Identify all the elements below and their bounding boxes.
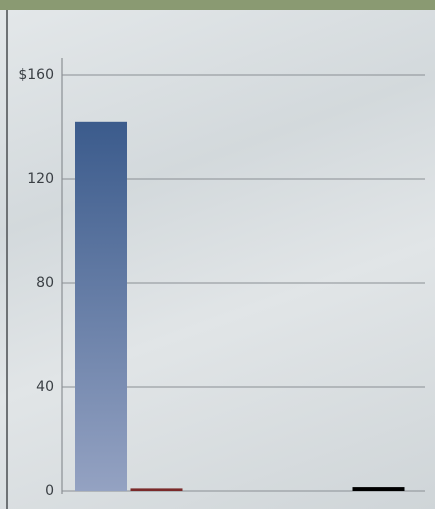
y-tick-label: 40: [36, 379, 54, 395]
y-tick-label: 120: [27, 171, 54, 187]
bar: [130, 488, 183, 491]
y-tick-label: 80: [36, 275, 54, 291]
bar: [352, 487, 405, 491]
top-bar: [0, 0, 435, 10]
y-tick-label: $160: [18, 67, 54, 83]
bar: [75, 121, 127, 492]
y-tick-label: 0: [45, 483, 54, 499]
left-border: [6, 10, 8, 509]
